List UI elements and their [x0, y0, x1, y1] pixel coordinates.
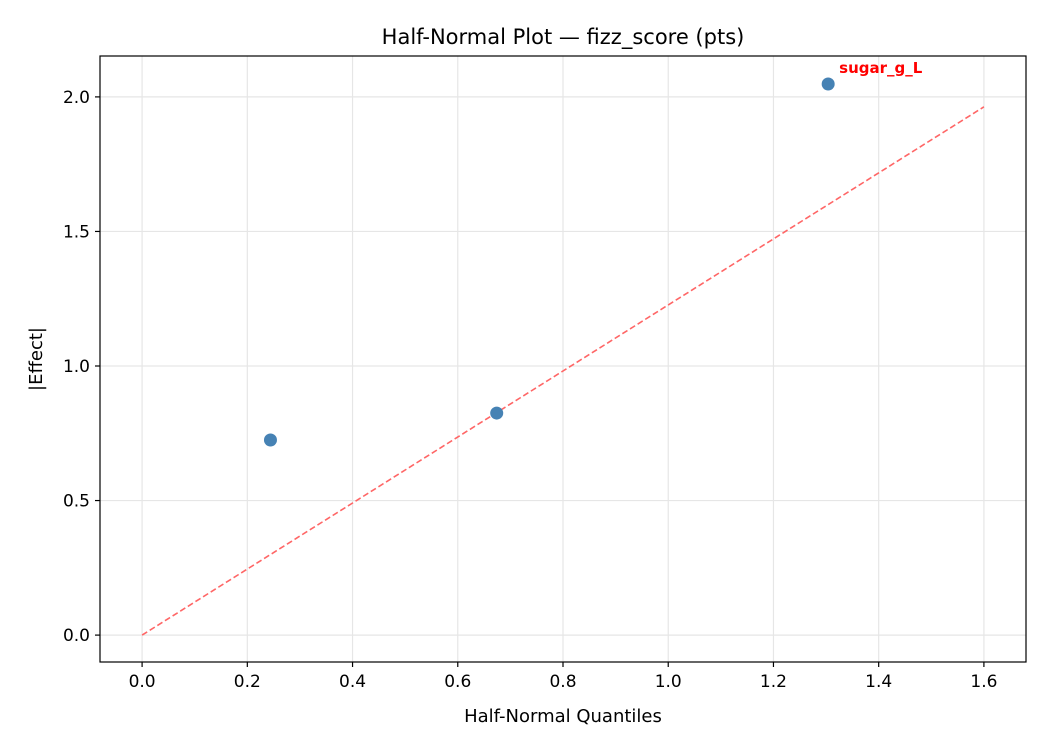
y-tick-label: 0.5 [63, 492, 90, 512]
grid [100, 56, 1026, 662]
points-group: sugar_g_L [263, 59, 923, 447]
y-tick-label: 2.0 [63, 88, 90, 108]
x-tick-label: 1.2 [760, 672, 787, 692]
x-axis: 0.0 0.2 0.4 0.6 0.8 1.0 1.2 1.4 1.6 [129, 662, 997, 692]
y-tick-label: 1.0 [63, 357, 90, 377]
y-tick-label: 0.0 [63, 626, 90, 646]
reference-line-group [141, 106, 985, 636]
point-annotation: sugar_g_L [839, 59, 923, 77]
x-tick-label: 0.8 [549, 672, 576, 692]
y-axis-label: |Effect| [26, 327, 47, 391]
x-tick-label: 0.6 [444, 672, 471, 692]
reference-line [141, 106, 985, 636]
y-tick-label: 1.5 [63, 222, 90, 242]
x-tick-label: 0.2 [234, 672, 261, 692]
x-tick-label: 0.0 [129, 672, 156, 692]
x-axis-label: Half-Normal Quantiles [464, 706, 662, 727]
x-tick-label: 1.4 [865, 672, 892, 692]
data-point [263, 433, 277, 447]
x-tick-label: 1.6 [970, 672, 997, 692]
x-tick-label: 0.4 [339, 672, 366, 692]
y-axis: 0.0 0.5 1.0 1.5 2.0 [63, 88, 100, 646]
chart-title: Half-Normal Plot — fizz_score (pts) [382, 25, 745, 50]
data-point [490, 406, 504, 420]
x-tick-label: 1.0 [655, 672, 682, 692]
data-point [821, 77, 835, 91]
